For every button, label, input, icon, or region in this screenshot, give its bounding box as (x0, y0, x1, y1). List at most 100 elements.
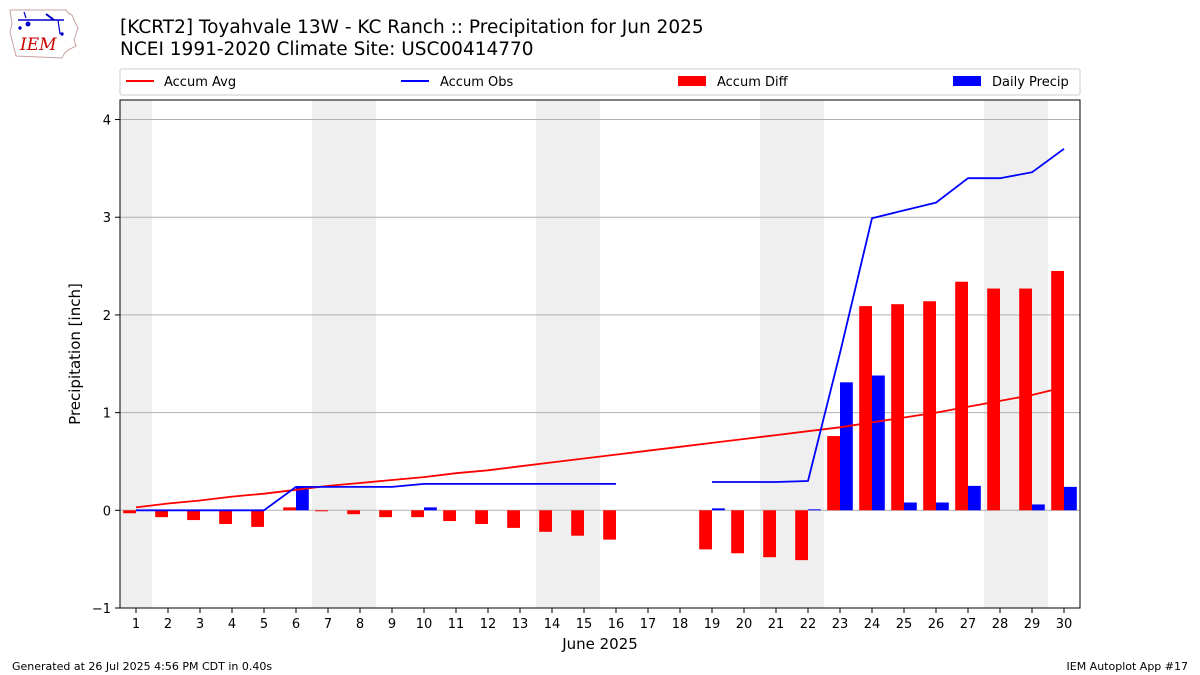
x-axis-ticks: 1 2 3 4 5 6 7 8 9 10 11 12 13 14 15 16 17 18 19 20 21 22 23 24 2… (132, 608, 1072, 632)
x-tick-label: 21 (768, 617, 785, 632)
generated-timestamp: Generated at 26 Jul 2025 4:56 PM CDT in … (12, 660, 273, 673)
accum-diff-bar-day-30 (1051, 270, 1064, 511)
daily-precip-bar-day-22 (808, 509, 821, 511)
daily-precip-bar-day-25 (904, 502, 917, 511)
x-tick-label: 19 (704, 617, 721, 632)
x-tick-label: 16 (608, 617, 625, 632)
legend-swatch-accum-diff (678, 76, 706, 86)
accum-diff-bar-day-14 (539, 510, 552, 532)
accum-diff-bar-day-28 (987, 288, 1000, 511)
accum-diff-bar-day-1 (123, 510, 136, 514)
bars (123, 270, 1077, 561)
accum-diff-bar-day-25 (891, 304, 904, 511)
weekend-shade-day-7 (312, 100, 344, 608)
legend-box (119, 68, 1081, 96)
x-tick-label: 3 (196, 617, 204, 632)
x-tick-label: 30 (1056, 617, 1073, 632)
legend-label-accum-avg: Accum Avg (164, 75, 236, 90)
accum-diff-bar-day-12 (475, 510, 488, 524)
x-tick-label: 18 (672, 617, 689, 632)
app-credit: IEM Autoplot App #17 (1066, 660, 1189, 673)
logo-text: IEM (19, 35, 57, 55)
legend-label-daily-precip: Daily Precip (992, 75, 1069, 90)
accum-diff-bar-day-9 (379, 510, 392, 518)
chart-title: [KCRT2] Toyahvale 13W - KC Ranch :: Prec… (120, 17, 704, 38)
y-tick-label: 0 (103, 504, 111, 519)
accum-diff-bar-day-11 (443, 510, 456, 522)
x-tick-label: 12 (480, 617, 497, 632)
accum-diff-bar-day-22 (795, 510, 808, 561)
x-tick-label: 8 (356, 617, 364, 632)
x-tick-label: 14 (544, 617, 561, 632)
y-tick-label: −1 (92, 602, 111, 617)
accum-diff-bar-day-24 (859, 306, 872, 511)
x-tick-label: 23 (832, 617, 849, 632)
x-tick-label: 15 (576, 617, 593, 632)
x-tick-label: 26 (928, 617, 945, 632)
iem-logo: IEM (9, 9, 79, 59)
y-tick-label: 2 (103, 309, 111, 324)
legend: Accum Avg Accum Obs Accum Diff Daily Pre… (119, 68, 1081, 96)
weekend-shade-day-8 (344, 100, 376, 608)
accum-diff-bar-day-13 (507, 510, 520, 528)
accum-diff-bar-day-8 (347, 510, 360, 515)
accum-obs-line-segment-1 (136, 482, 616, 512)
x-tick-label: 9 (388, 617, 396, 632)
plot-frame (119, 99, 1081, 609)
accum-diff-bar-day-23 (827, 436, 840, 511)
y-tick-label: 4 (103, 114, 111, 129)
x-tick-label: 24 (864, 617, 881, 632)
y-axis-label: Precipitation [inch] (66, 283, 84, 425)
x-tick-label: 28 (992, 617, 1009, 632)
x-tick-label: 7 (324, 617, 332, 632)
daily-precip-bar-day-27 (968, 485, 981, 511)
accum-diff-bar-day-15 (571, 510, 584, 536)
x-tick-label: 17 (640, 617, 657, 632)
x-tick-label: 20 (736, 617, 753, 632)
weather-station-icon (18, 11, 64, 36)
accum-diff-bar-day-5 (251, 510, 264, 527)
x-tick-label: 11 (448, 617, 465, 632)
accum-diff-bar-day-10 (411, 510, 424, 518)
legend-label-accum-obs: Accum Obs (440, 75, 513, 90)
accum-obs-line-segment-2 (712, 148, 1065, 483)
accum-diff-bar-day-21 (763, 510, 776, 558)
x-tick-label: 4 (228, 617, 236, 632)
accum-diff-bar-day-27 (955, 281, 968, 511)
accum-diff-bar-day-19 (699, 510, 712, 550)
accum-diff-bar-day-26 (923, 301, 936, 511)
accum-diff-bar-day-29 (1019, 288, 1032, 511)
x-tick-label: 6 (292, 617, 300, 632)
accum-diff-bar-day-4 (219, 510, 232, 524)
y-axis-ticks: −1 0 1 2 3 4 (92, 114, 120, 617)
x-tick-label: 29 (1024, 617, 1041, 632)
legend-label-accum-diff: Accum Diff (717, 75, 789, 90)
x-tick-label: 25 (896, 617, 913, 632)
daily-precip-bar-day-29 (1032, 504, 1045, 511)
x-tick-label: 5 (260, 617, 268, 632)
y-tick-label: 1 (103, 407, 111, 422)
accum-diff-bar-day-16 (603, 510, 616, 540)
x-tick-label: 13 (512, 617, 529, 632)
accum-diff-bar-day-2 (155, 510, 168, 518)
x-tick-label: 10 (416, 617, 433, 632)
daily-precip-bar-day-23 (840, 382, 853, 511)
legend-swatch-daily-precip (953, 76, 981, 86)
x-tick-label: 2 (164, 617, 172, 632)
daily-precip-bar-day-30 (1064, 486, 1077, 511)
accum-diff-bar-day-6 (283, 507, 296, 511)
lines (135, 148, 1065, 512)
daily-precip-bar-day-19 (712, 508, 725, 511)
daily-precip-bar-day-10 (424, 507, 437, 511)
daily-precip-bar-day-26 (936, 502, 949, 511)
accum-diff-bar-day-20 (731, 510, 744, 554)
daily-precip-bar-day-24 (872, 375, 885, 511)
y-tick-label: 3 (103, 211, 111, 226)
x-axis-label: June 2025 (561, 635, 638, 653)
x-tick-label: 27 (960, 617, 977, 632)
daily-precip-bar-day-6 (296, 486, 309, 511)
x-tick-label: 22 (800, 617, 817, 632)
accum-diff-bar-day-3 (187, 510, 200, 521)
weekend-shade-day-1 (120, 100, 152, 608)
